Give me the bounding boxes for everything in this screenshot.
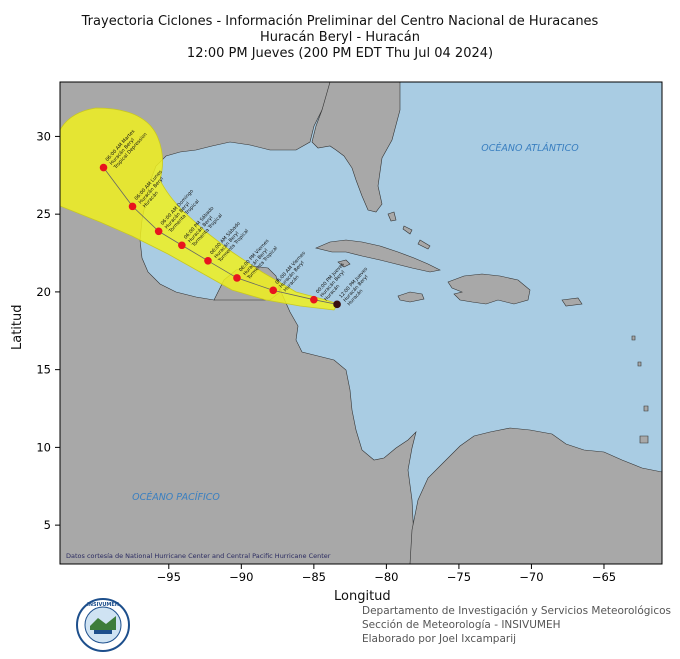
x-tick-label: −80: [374, 570, 398, 584]
forecast-point: [99, 163, 108, 172]
forecast-point: [178, 241, 186, 250]
x-tick-label: −70: [519, 570, 543, 584]
forecast-point: [269, 286, 278, 295]
logo-text: INSIVUMEH: [87, 602, 119, 608]
insivumeh-logo: INSIVUMEH: [76, 598, 130, 652]
forecast-point: [233, 274, 241, 282]
x-tick-label: −85: [302, 570, 326, 584]
footer-section: Sección de Meteorología - INSIVUMEH: [362, 619, 561, 631]
logo-landmass: [90, 616, 116, 630]
map-title-line-1: Trayectoria Ciclones - Información Preli…: [81, 14, 599, 29]
land-florida: [311, 82, 401, 213]
map-title-line-2: Huracán Beryl - Huracán: [259, 30, 420, 45]
forecast-point: [204, 257, 212, 265]
y-tick-label: 15: [36, 363, 51, 377]
x-axis-label: Longitud: [334, 589, 391, 604]
land-lesser-antilles-1: [631, 335, 636, 341]
data-credit: Datos cortesía de National Hurricane Cen…: [66, 552, 331, 560]
x-tick-label: −90: [229, 570, 253, 584]
land-puerto-rico: [561, 297, 583, 307]
forecast-cone: [60, 107, 339, 311]
map-title-line-3: 12:00 PM Jueves (200 PM EDT Thu Jul 04 2…: [186, 46, 494, 61]
y-tick-label: 10: [36, 440, 51, 454]
land-bahamas-1: [387, 211, 397, 222]
land-bahamas-3: [417, 239, 431, 250]
land-isla-juventud: [337, 259, 351, 268]
land-jamaica: [397, 291, 425, 303]
y-axis-ticks: 5 10 15 20 25 30: [36, 129, 60, 532]
forecast-point: [128, 202, 137, 211]
forecast-point: [310, 295, 318, 304]
x-tick-label: −95: [157, 570, 181, 584]
land-lesser-antilles-2: [637, 361, 642, 367]
x-tick-label: −65: [592, 570, 616, 584]
land-lesser-antilles-3: [643, 405, 649, 412]
x-axis-ticks: −95 −90 −85 −80 −75 −70 −65: [157, 564, 616, 584]
y-tick-label: 25: [36, 207, 51, 221]
plot-frame: [59, 81, 663, 565]
atlantic-ocean-label: OCÉANO ATLÁNTICO: [481, 142, 579, 154]
y-tick-label: 5: [44, 518, 51, 532]
pacific-ocean-label: OCÉANO PACÍFICO: [132, 491, 220, 503]
footer-department: Departamento de Investigación y Servicio…: [362, 605, 672, 617]
y-tick-label: 20: [36, 285, 51, 299]
land-cuba: [315, 239, 441, 273]
x-tick-label: −75: [447, 570, 471, 584]
forecast-point: [154, 227, 163, 236]
land-bahamas-2: [402, 225, 413, 235]
track-points: [99, 163, 341, 309]
land-south-america: [409, 427, 662, 564]
y-tick-label: 30: [36, 129, 51, 143]
land-hispaniola: [447, 273, 531, 305]
footer-author: Elaborado por Joel Ixcamparij: [362, 633, 517, 645]
current-position-point: [333, 300, 341, 309]
logo-base: [94, 630, 112, 634]
land-trinidad: [639, 435, 649, 444]
y-axis-label: Latitud: [10, 304, 25, 350]
